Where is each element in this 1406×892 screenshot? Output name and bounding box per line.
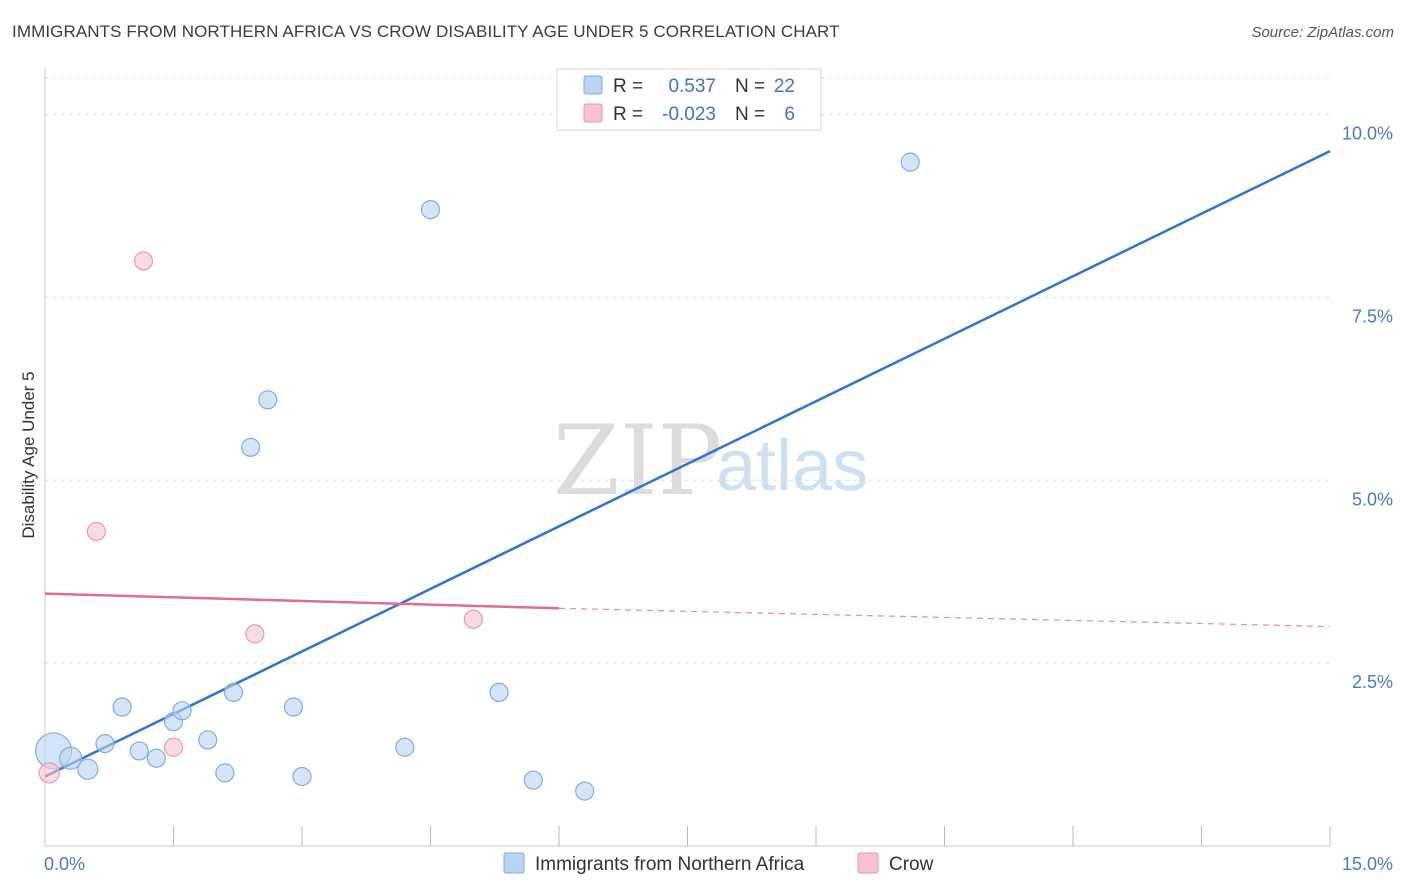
point-immigrants-20 — [575, 781, 595, 801]
watermark: ZIP atlas — [553, 405, 868, 517]
point-immigrants-21 — [900, 152, 920, 172]
point-immigrants-15 — [292, 766, 312, 787]
y-tick-label-3: 10.0% — [1342, 124, 1393, 144]
bottom-legend-label-blue: Immigrants from Northern Africa — [535, 854, 805, 875]
point-immigrants-9 — [198, 730, 218, 750]
y-axis-title: Disability Age Under 5 — [19, 371, 38, 538]
point-crow-5 — [463, 609, 483, 629]
watermark-atlas: atlas — [716, 426, 868, 506]
point-immigrants-6 — [146, 748, 166, 768]
point-immigrants-18 — [489, 682, 509, 703]
point-crow-3 — [163, 737, 184, 757]
watermark-zip: ZIP — [553, 405, 722, 517]
trend-layer — [44, 150, 1331, 778]
point-immigrants-3 — [95, 733, 115, 754]
points-layer — [34, 152, 920, 801]
y-tick-label-2: 7.5% — [1352, 306, 1393, 326]
stats-r-label-blue: R = — [613, 76, 643, 97]
stats-legend-swatch-blue — [583, 75, 603, 95]
point-immigrants-2 — [77, 758, 99, 780]
stats-r-value-blue: 0.537 — [668, 76, 716, 97]
axes-layer: 2.5% 5.0% 7.5% 10.0% 0.0% 15.0% — [44, 68, 1393, 874]
grid-layer — [45, 77, 1330, 664]
point-immigrants-5 — [129, 741, 149, 761]
bottom-legend-swatch-blue — [503, 852, 525, 874]
trend-line-crow — [44, 592, 560, 610]
point-immigrants-1 — [59, 746, 83, 770]
chart-title: IMMIGRANTS FROM NORTHERN AFRICA VS CROW … — [12, 22, 840, 41]
point-immigrants-8 — [172, 701, 192, 721]
stats-n-label-pink: N = — [735, 104, 765, 125]
point-immigrants-17 — [420, 200, 441, 220]
point-immigrants-12 — [241, 437, 261, 457]
stats-n-value-pink: 6 — [784, 104, 795, 125]
bottom-legend: Immigrants from Northern Africa Crow — [503, 852, 934, 875]
point-immigrants-19 — [523, 770, 543, 790]
y-tick-label-0: 2.5% — [1352, 672, 1393, 692]
point-crow-2 — [133, 251, 154, 271]
point-immigrants-10 — [215, 763, 235, 783]
point-immigrants-13 — [258, 390, 278, 410]
trend-line-crow-extension — [558, 607, 1331, 628]
point-crow-1 — [86, 521, 107, 542]
point-immigrants-11 — [223, 682, 244, 703]
bottom-legend-swatch-pink — [857, 852, 879, 874]
stats-r-label-pink: R = — [613, 104, 643, 125]
point-crow-4 — [245, 624, 265, 644]
x-tick-label-1: 15.0% — [1342, 854, 1393, 874]
bottom-legend-label-pink: Crow — [889, 854, 934, 875]
point-immigrants-14 — [283, 697, 304, 717]
point-immigrants-4 — [112, 697, 132, 717]
stats-n-value-blue: 22 — [774, 76, 795, 97]
point-immigrants-16 — [395, 737, 415, 757]
trend-line-immigrants — [44, 150, 1331, 778]
source-credit: Source: ZipAtlas.com — [1251, 24, 1394, 41]
point-crow-0 — [38, 762, 60, 784]
y-tick-label-1: 5.0% — [1352, 489, 1393, 509]
stats-n-label-blue: N = — [735, 76, 765, 97]
stats-r-value-pink: -0.023 — [662, 104, 716, 125]
x-tick-label-0: 0.0% — [44, 854, 85, 874]
stats-legend-swatch-pink — [583, 103, 603, 123]
stats-legend: R = 0.537 N = 22 R = -0.023 N = 6 — [556, 68, 822, 131]
